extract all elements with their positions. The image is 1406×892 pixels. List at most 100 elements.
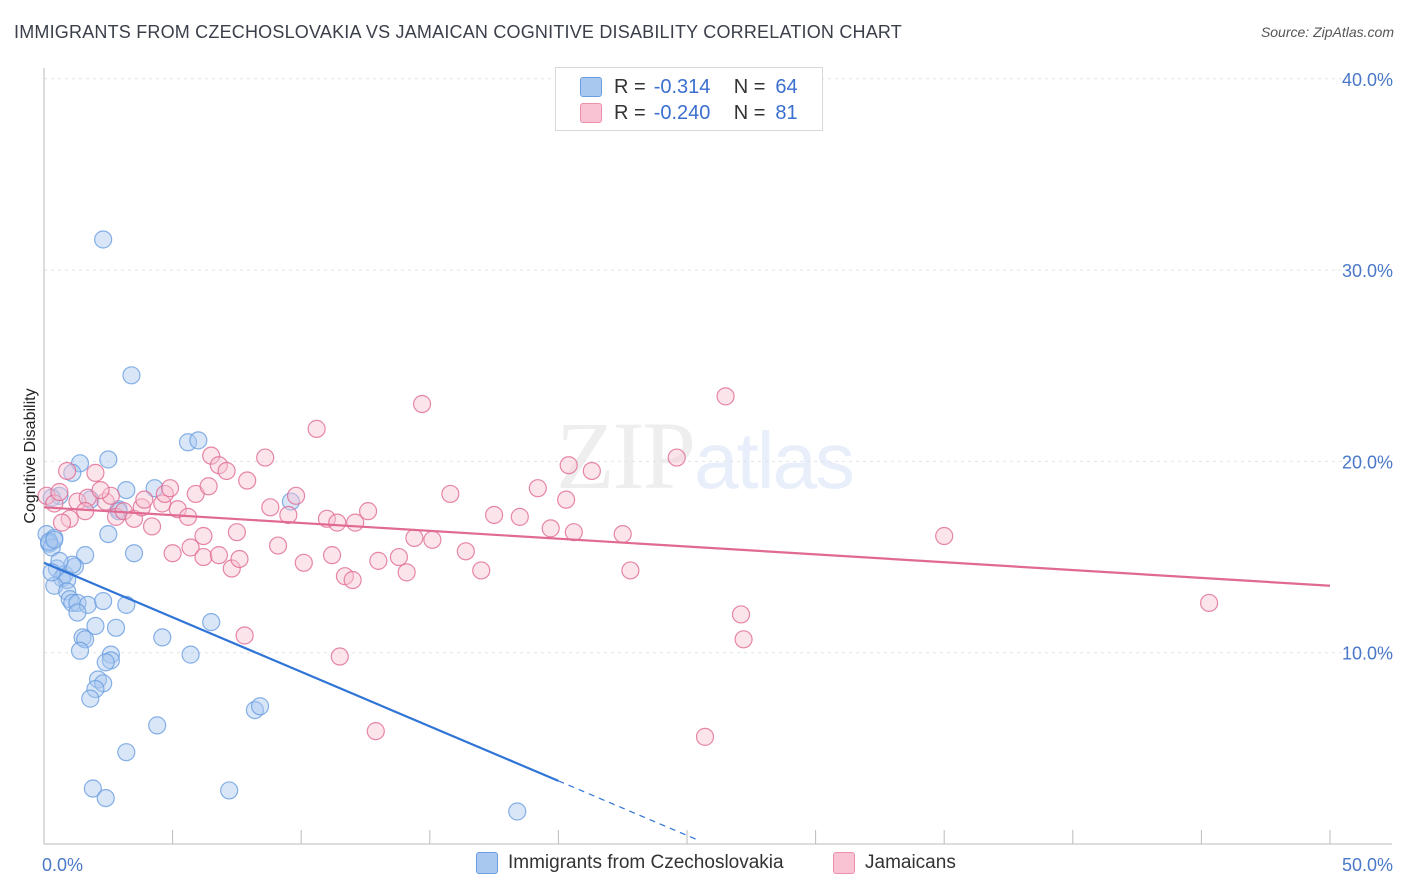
data-point <box>441 484 460 504</box>
data-point <box>564 523 583 542</box>
data-point <box>168 500 187 519</box>
trend-lines <box>43 506 1331 842</box>
data-point <box>124 544 144 563</box>
data-point <box>328 513 347 532</box>
data-point <box>181 538 200 557</box>
data-point <box>117 480 136 500</box>
data-point <box>667 448 686 467</box>
series-czechoslovakia-points <box>37 230 527 821</box>
data-point <box>91 480 110 500</box>
chart-title: IMMIGRANTS FROM CZECHOSLOVAKIA VS JAMAIC… <box>14 22 902 42</box>
data-point <box>238 471 257 490</box>
y-tick-label: 10.0% <box>1342 644 1393 664</box>
legend-item-jamaicans[interactable]: Jamaicans <box>833 852 956 874</box>
data-point <box>472 561 491 580</box>
data-point <box>935 526 954 546</box>
data-point <box>621 561 640 580</box>
data-point <box>122 366 141 385</box>
data-point <box>322 546 342 565</box>
data-point <box>508 802 527 821</box>
data-point <box>86 616 105 636</box>
legend-swatch-pink <box>833 852 855 874</box>
data-point <box>94 591 113 611</box>
legend-swatch-blue <box>580 77 602 97</box>
x-tick-label: 50.0% <box>1342 855 1393 875</box>
data-point <box>76 630 95 649</box>
data-point <box>45 530 64 549</box>
data-point <box>50 482 69 502</box>
data-point <box>307 419 326 438</box>
data-point <box>160 479 180 498</box>
data-point <box>96 788 115 808</box>
data-point <box>189 431 208 450</box>
data-point <box>83 779 102 798</box>
data-point <box>220 781 239 800</box>
data-point <box>358 502 378 521</box>
data-point <box>343 570 362 590</box>
stats-row-czechoslovakia: R = -0.314 N = 64 <box>580 75 798 99</box>
data-point <box>106 618 126 637</box>
data-point <box>99 524 118 544</box>
data-point <box>81 689 100 708</box>
data-point <box>250 697 270 716</box>
data-point <box>389 547 409 567</box>
data-point <box>559 456 578 475</box>
data-point <box>366 722 385 741</box>
y-tick-label: 30.0% <box>1342 261 1393 281</box>
data-point <box>405 528 424 548</box>
data-point <box>695 727 715 746</box>
data-point <box>117 595 136 614</box>
data-point <box>194 526 213 546</box>
data-point <box>202 612 221 632</box>
data-point <box>217 461 236 481</box>
stats-row-jamaicans: R = -0.240 N = 81 <box>580 101 798 125</box>
y-axis-title: Cognitive Disability <box>22 388 39 523</box>
data-point <box>330 647 349 666</box>
legend-swatch-pink <box>580 103 602 123</box>
data-point <box>199 477 218 496</box>
data-point <box>557 490 576 509</box>
data-point <box>96 653 115 672</box>
legend-label: Immigrants from Czechoslovakia <box>508 852 784 873</box>
data-point <box>148 716 167 735</box>
data-point <box>145 479 164 498</box>
data-point <box>155 484 174 504</box>
legend-item-czechoslovakia[interactable]: Immigrants from Czechoslovakia <box>476 852 784 874</box>
data-point <box>73 628 92 647</box>
trend-line-czechoslovakia <box>43 561 559 782</box>
n-value: 81 <box>775 101 798 124</box>
n-label: N = <box>733 101 766 124</box>
data-point <box>286 486 306 505</box>
data-point <box>317 509 337 528</box>
legend-label: Jamaicans <box>865 852 956 873</box>
data-point <box>1200 593 1219 613</box>
r-label: R = <box>614 101 646 124</box>
data-point <box>397 563 416 582</box>
r-label: R = <box>614 75 646 98</box>
data-point <box>230 549 249 569</box>
bottom-legend: Immigrants from Czechoslovakia Jamaicans <box>0 852 1406 878</box>
data-point <box>235 626 254 645</box>
data-point <box>528 479 547 498</box>
n-value: 64 <box>775 75 798 98</box>
data-point <box>734 630 753 649</box>
watermark-zip: ZIP <box>556 402 696 509</box>
y-tick-label: 40.0% <box>1342 70 1393 90</box>
gridlines <box>44 78 1392 654</box>
data-point <box>261 498 280 517</box>
data-point <box>485 505 504 525</box>
stats-legend: R = -0.314 N = 64 R = -0.240 N = 81 <box>555 67 823 131</box>
data-point <box>163 544 182 563</box>
data-point <box>716 387 735 406</box>
series-jamaicans-points <box>37 387 1219 746</box>
data-point <box>63 593 82 613</box>
legend-swatch-blue <box>476 852 498 874</box>
data-point <box>70 641 90 660</box>
data-point <box>58 461 77 481</box>
data-point <box>613 524 632 544</box>
axes <box>43 68 1392 845</box>
y-tick-label: 20.0% <box>1342 452 1393 472</box>
data-point <box>412 394 432 414</box>
data-point <box>76 546 95 565</box>
